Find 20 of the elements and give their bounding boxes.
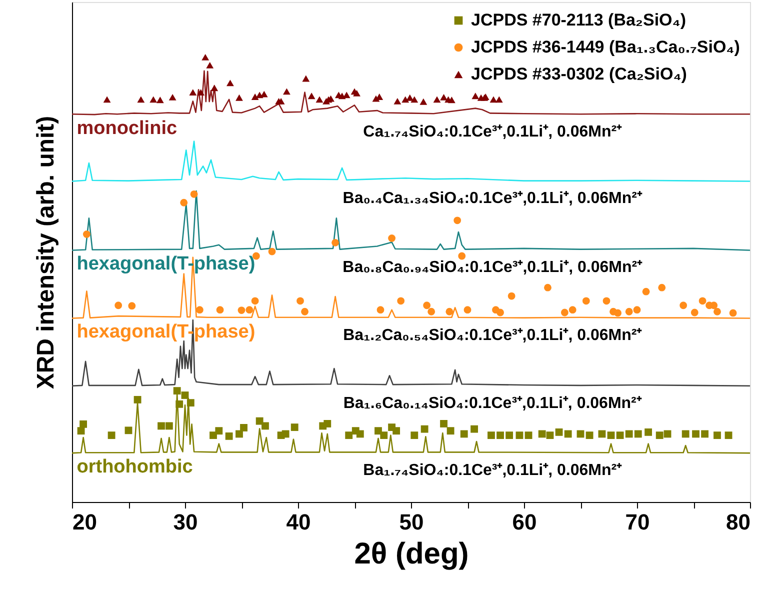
annotation: orthohombic (76, 456, 194, 478)
series-label: Ba₁.₂Ca₀.₅₄SiO₄:0.1Ce³⁺,0.1Li⁺, 0.06Mn²⁺ (343, 327, 643, 344)
legend-label: JCPDS #33-0302 (Ca₂SiO₄) (471, 64, 687, 84)
series-label: Ba₀.₄Ca₁.₃₄SiO₄:0.1Ce³⁺,0.1Li⁺, 0.06Mn²⁺ (342, 190, 643, 208)
x-axis-title: 2θ (deg) (354, 538, 469, 570)
series-label: Ba₀.₈Ca₀.₉₄SiO₄:0.1Ce³⁺,0.1Li⁺, 0.06Mn²⁺ (342, 259, 644, 276)
annotation: monoclinic (76, 118, 178, 139)
x-tick-label: 20 (72, 510, 97, 534)
legend-label: JCPDS #36-1449 (Ba₁.₃Ca₀.₇SiO₄) (471, 38, 740, 56)
x-tick-label: 80 (726, 510, 750, 534)
y-axis-title: XRD intensity (arb. unit) (32, 116, 60, 390)
series-label: Ba₁.₇₄SiO₄:0.1Ce³⁺,0.1Li⁺, 0.06Mn²⁺ (363, 462, 623, 479)
series-label: Ca₁.₇₄SiO₄:0.1Ce³⁺,0.1Li⁺, 0.06Mn²⁺ (363, 123, 623, 140)
series-label: Ba₁.₆Ca₀.₁₄SiO₄:0.1Ce³⁺,0.1Li⁺, 0.06Mn²⁺ (343, 394, 642, 412)
x-tick-label: 30 (173, 510, 198, 534)
x-tick-label: 70 (625, 510, 650, 534)
x-tick-label: 50 (399, 510, 424, 534)
x-tick-label: 40 (286, 510, 311, 534)
x-tick-label: 60 (512, 510, 537, 534)
legend-label: JCPDS #70-2113 (Ba₂SiO₄) (471, 10, 686, 30)
